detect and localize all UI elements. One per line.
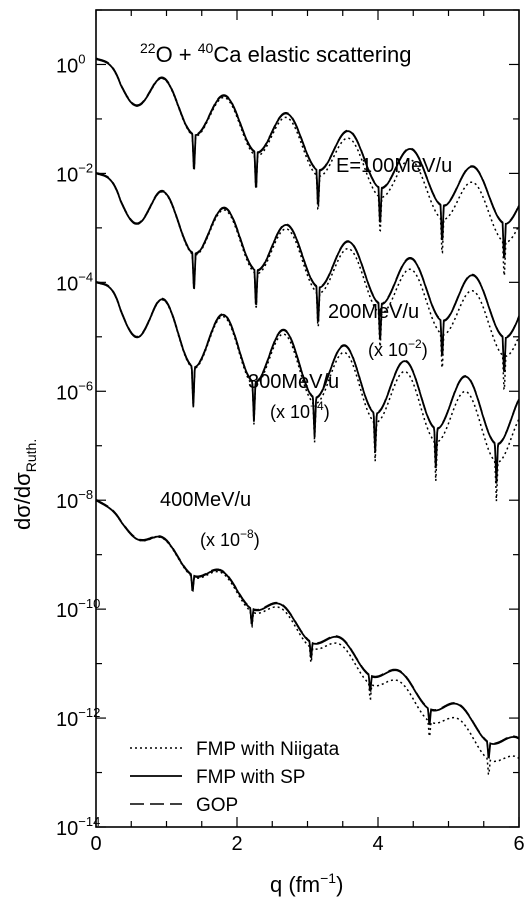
curve-200MeV-u-gop <box>96 171 519 372</box>
y-axis-label: dσ/dσRuth. <box>10 439 39 530</box>
curve-100MeV-u-sp <box>96 58 519 259</box>
y-tick-label: 10−6 <box>56 378 93 404</box>
y-tick-label: 100 <box>56 51 85 77</box>
x-tick-label: 2 <box>231 833 242 855</box>
curve-100MeV-u-gop <box>96 57 519 258</box>
label-e300: 300MeV/u <box>248 371 339 393</box>
y-tick-label: 10−4 <box>56 269 93 295</box>
legend-label-gop: GOP <box>196 795 238 816</box>
axis-ticks: 10−14 10−12 10−10 10−8 10−6 10−4 10−2 100 0 2 4 6 <box>56 9 525 855</box>
curves-layer <box>96 57 519 776</box>
legend-label-sp: FMP with SP <box>196 767 305 788</box>
curve-400MeV-u-gop <box>96 498 519 758</box>
x-tick-label: 4 <box>372 833 383 855</box>
legend: FMP with Niigata FMP with SP GOP <box>130 739 340 816</box>
curve-400MeV-u-niigata <box>96 499 519 776</box>
label-e100: E=100MeV/u <box>336 155 452 177</box>
scale-e300: (x 10−4) <box>270 399 330 422</box>
y-tick-label: 10−14 <box>56 814 100 840</box>
curve-100MeV-u-niigata <box>96 58 519 277</box>
label-e200: 200MeV/u <box>328 301 419 323</box>
y-tick-label: 10−12 <box>56 705 100 731</box>
label-e400: 400MeV/u <box>160 489 251 511</box>
curve-400MeV-u-sp <box>96 499 519 760</box>
chart-title: 22O + 40Ca elastic scattering <box>140 40 411 67</box>
x-tick-label: 0 <box>90 833 101 855</box>
legend-label-niigata: FMP with Niigata <box>196 739 340 760</box>
curve-200MeV-u-sp <box>96 172 519 373</box>
y-tick-label: 10−10 <box>56 596 100 622</box>
x-tick-label: 6 <box>513 833 524 855</box>
scale-e200: (x 10−2) <box>368 337 428 360</box>
curve-300MeV-u-gop <box>96 280 519 483</box>
scale-e400: (x 10−8) <box>200 527 260 550</box>
y-tick-label: 10−2 <box>56 160 93 186</box>
y-tick-label: 10−8 <box>56 487 93 513</box>
x-axis-label: q (fm−1) <box>270 870 343 897</box>
